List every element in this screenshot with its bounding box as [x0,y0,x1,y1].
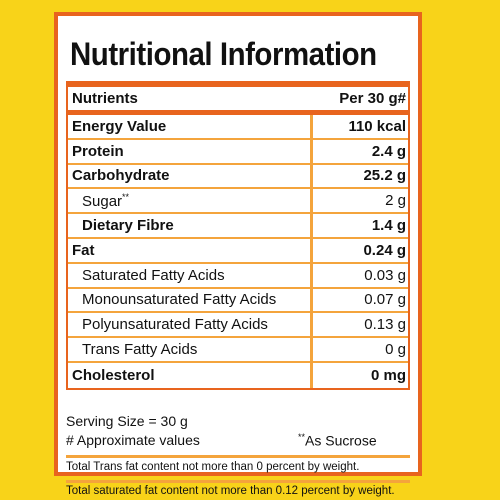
sucrose-note: **As Sucrose [298,432,377,449]
table-row: Dietary Fibre 1.4 g [68,214,408,239]
nutrient-label: Carbohydrate [72,167,170,185]
column-divider [310,288,313,312]
nutrient-name: Energy Value [72,118,166,135]
per-serving-column-header: Per 30 g# [339,90,406,107]
trans-fat-note: Total Trans fat content not more than 0 … [66,461,360,473]
column-divider [310,189,313,213]
table-row: Saturated Fatty Acids 0.03 g [68,263,408,289]
table-row: Fat 0.24 g [68,238,408,264]
column-divider [310,238,313,262]
serving-size-text: Serving Size = 30 g [66,413,188,429]
nutrient-label: Polyunsaturated Fatty Acids [82,316,268,334]
nutrient-label: Saturated Fatty Acids [82,266,225,284]
nutrient-name: Carbohydrate [72,167,170,184]
nutrients-column-header: Nutrients [72,90,138,107]
nutrient-name: Cholesterol [72,367,155,384]
nutrient-value: 0 mg [370,366,406,384]
nutrient-label: Dietary Fibre [82,217,174,235]
column-divider [310,263,313,287]
nutrient-label: Trans Fatty Acids [82,341,198,359]
table-row: Polyunsaturated Fatty Acids 0.13 g [68,313,408,339]
table-header-row: Nutrients Per 30 g# [68,87,408,115]
nutrient-value: 110 kcal [348,117,406,135]
nutrient-name: Trans Fatty Acids [82,341,197,358]
column-divider [310,362,313,388]
table-row: Energy Value 110 kcal [68,115,408,140]
nutrient-label: Cholesterol [72,366,155,384]
table-row: Sugar** 2 g [68,189,408,215]
nutrient-value: 0.24 g [363,241,406,259]
nutrient-label: Energy Value [72,117,167,135]
page-title: Nutritional Information [70,36,377,72]
nutrient-name: Sugar** [82,192,129,210]
column-divider [310,338,313,361]
nutrient-label: Sugar [82,192,123,210]
nutrient-name: Monounsaturated Fatty Acids [82,291,276,308]
approx-values-note: # Approximate values [66,432,200,448]
nutrient-label: Protein [72,142,124,160]
column-divider [310,214,313,237]
column-divider [310,139,313,163]
nutrient-name: Dietary Fibre [82,217,174,234]
footer-divider [66,455,410,458]
nutrient-name: Fat [72,242,95,259]
nutrient-value: 0.03 g [364,266,406,284]
nutrient-value: 2 g [385,192,406,210]
table-row: Protein 2.4 g [68,139,408,165]
saturated-fat-note: Total saturated fat content not more tha… [66,485,395,497]
nutrient-label: Monounsaturated Fatty Acids [82,291,277,309]
nutrition-table: Nutrients Per 30 g# Energy Value 110 kcal… [66,81,410,390]
footnote-marker: ** [122,191,130,202]
nutrient-value: 2.4 g [371,142,406,160]
nutrient-name: Polyunsaturated Fatty Acids [82,316,268,333]
column-divider [310,164,313,188]
nutrition-panel: Nutritional Information Nutrients Per 30… [54,12,422,497]
table-row: Trans Fatty Acids 0 g [68,338,408,363]
nutrient-value: 25.2 g [363,167,406,185]
table-row: Monounsaturated Fatty Acids 0.07 g [68,288,408,314]
nutrient-name: Protein [72,143,124,160]
sucrose-marker: ** [298,432,306,442]
column-divider [310,115,313,138]
nutrient-value: 0.13 g [364,316,406,334]
table-row: Cholesterol 0 mg [68,362,408,388]
nutrient-value: 0.07 g [364,291,406,309]
nutrient-label: Fat [72,241,95,259]
nutrient-name: Saturated Fatty Acids [82,267,225,284]
sucrose-note-text: As Sucrose [305,432,377,449]
nutrient-value: 1.4 g [371,217,406,235]
nutrient-value: 0 g [385,341,406,359]
column-divider [310,313,313,337]
footer-divider [66,480,410,483]
table-row: Carbohydrate 25.2 g [68,164,408,190]
